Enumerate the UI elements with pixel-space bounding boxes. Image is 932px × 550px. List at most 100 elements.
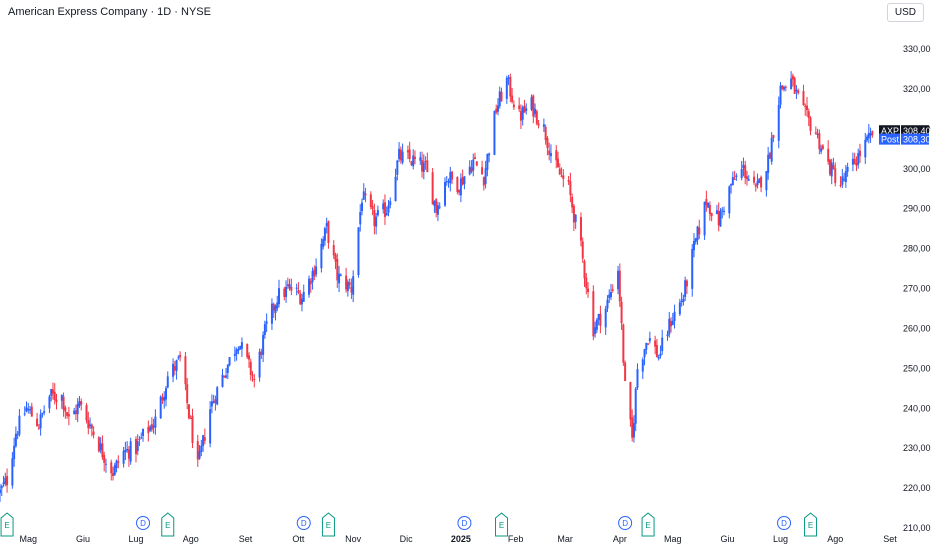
candle-body[interactable] [385,213,388,216]
candle-body[interactable] [546,137,549,148]
candle-body[interactable] [302,291,305,302]
candle-body[interactable] [67,413,70,417]
candle-body[interactable] [698,227,701,235]
candle-body[interactable] [357,227,360,275]
candle-body[interactable] [122,450,125,464]
candle-body[interactable] [113,465,116,475]
candle-body[interactable] [300,298,303,305]
candle-body[interactable] [127,449,130,459]
candle-body[interactable] [463,176,466,185]
candle-body[interactable] [27,408,30,411]
candle-body[interactable] [265,321,268,324]
candle-body[interactable] [692,241,695,251]
candle-body[interactable] [735,175,738,178]
candle-body[interactable] [571,196,574,208]
candle-body[interactable] [731,177,734,186]
candle-body[interactable] [398,148,401,160]
candle-body[interactable] [13,445,16,460]
candle-body[interactable] [371,206,374,209]
candle-body[interactable] [283,288,286,297]
candle-body[interactable] [481,167,484,175]
candle-body[interactable] [458,189,461,193]
dividend-marker[interactable]: D [457,516,472,530]
candle-body[interactable] [73,410,76,415]
candle-body[interactable] [871,131,874,136]
earnings-marker[interactable]: E [641,512,655,537]
candle-body[interactable] [581,241,584,259]
candle-body[interactable] [611,289,614,291]
candle-body[interactable] [532,95,535,117]
candle-body[interactable] [770,137,773,162]
candle-body[interactable] [202,435,205,446]
candle-body[interactable] [783,86,786,90]
candle-body[interactable] [715,210,718,215]
candle-body[interactable] [643,349,646,358]
candle-body[interactable] [389,201,392,206]
candle-body[interactable] [103,454,106,463]
candle-body[interactable] [36,418,39,427]
candle-body[interactable] [175,359,178,371]
candle-body[interactable] [233,353,236,356]
candle-body[interactable] [804,105,807,108]
candle-body[interactable] [159,396,162,419]
candle-body[interactable] [682,298,685,303]
candle-body[interactable] [858,150,861,157]
candle-body[interactable] [149,426,152,431]
candle-body[interactable] [853,158,856,165]
candle-body[interactable] [781,85,784,89]
candle-body[interactable] [548,150,551,155]
candle-body[interactable] [51,389,54,394]
candle-body[interactable] [74,410,77,414]
candle-body[interactable] [791,75,794,80]
candle-body[interactable] [422,162,425,172]
candle-body[interactable] [505,77,508,99]
candle-body[interactable] [671,320,674,325]
candle-body[interactable] [597,314,600,320]
candle-body[interactable] [814,132,817,134]
candle-body[interactable] [475,161,478,166]
candle-body[interactable] [332,245,335,256]
candle-body[interactable] [740,169,743,179]
candle-body[interactable] [511,95,514,102]
dividend-marker[interactable]: D [618,516,633,530]
candle-body[interactable] [117,461,120,463]
candle-body[interactable] [164,388,167,400]
candle-body[interactable] [558,168,561,175]
candle-body[interactable] [608,294,611,299]
dividend-marker[interactable]: D [136,516,151,530]
candle-body[interactable] [710,212,713,216]
candle-body[interactable] [412,155,415,167]
candle-body[interactable] [569,181,572,196]
candle-body[interactable] [43,411,46,413]
candle-body[interactable] [795,89,798,92]
candle-body[interactable] [223,376,226,378]
candle-body[interactable] [37,427,40,429]
candle-body[interactable] [685,280,688,287]
candle-body[interactable] [668,318,671,335]
candle-body[interactable] [424,160,427,162]
candle-body[interactable] [534,108,537,115]
candle-body[interactable] [396,160,399,175]
candle-body[interactable] [585,277,588,289]
candle-body[interactable] [472,159,475,171]
candle-body[interactable] [39,414,42,429]
candle-body[interactable] [235,349,238,354]
candle-body[interactable] [311,271,314,282]
candle-body[interactable] [631,417,634,438]
candle-body[interactable] [772,135,775,138]
candle-body[interactable] [66,412,69,416]
candle-body[interactable] [247,355,250,360]
candle-body[interactable] [6,476,9,486]
candle-body[interactable] [431,172,434,205]
candle-body[interactable] [461,177,464,185]
candle-body[interactable] [270,303,273,324]
candle-body[interactable] [648,338,651,342]
candle-body[interactable] [221,374,224,387]
candle-body[interactable] [295,287,298,289]
candle-body[interactable] [767,154,770,173]
candle-body[interactable] [320,243,323,269]
candle-body[interactable] [500,91,503,102]
candle-body[interactable] [436,205,439,215]
candle-body[interactable] [655,344,658,357]
candle-body[interactable] [560,175,563,177]
